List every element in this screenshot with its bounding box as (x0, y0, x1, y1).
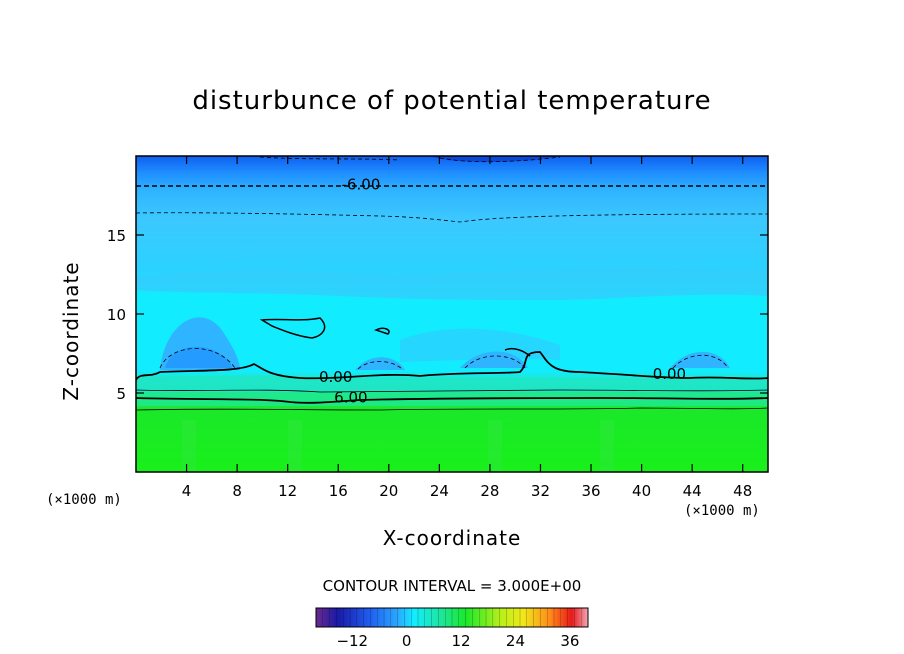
x-tick-label: 20 (379, 482, 398, 500)
y-axis-label: Z-coordinate (59, 261, 83, 401)
x-tick-label: 12 (278, 482, 297, 500)
contour-0-patch-1 (259, 317, 326, 339)
contour-neg3-bubble-2 (357, 361, 403, 370)
x-tick-label: 4 (182, 482, 192, 500)
x-tick-label: 44 (683, 482, 702, 500)
colorbar-tick-label: 36 (560, 632, 579, 650)
contour-neg3-top (136, 212, 768, 223)
contour-label: -6.00 (342, 175, 381, 193)
contour-6 (136, 397, 768, 404)
x-tick-label: 28 (480, 482, 499, 500)
contour-9 (136, 407, 768, 411)
x-tick-label: 32 (531, 482, 550, 500)
y-tick-label: 10 (107, 306, 126, 324)
colorbar-tick-label: 24 (506, 632, 525, 650)
x-tick-label: 36 (581, 482, 600, 500)
contour-neg3-bubble-4 (672, 354, 729, 369)
colorbar-tick-label: −12 (336, 632, 368, 650)
x-unit-label-left: (×1000 m) (46, 492, 122, 508)
contour-0-patch-2 (374, 327, 390, 335)
x-tick-label: 48 (733, 482, 752, 500)
x-tick-label: 40 (632, 482, 651, 500)
colorbar-stripes (322, 608, 582, 627)
y-tick-label: 5 (116, 385, 126, 403)
colorbar-ticks: −12 0 12 24 36 (336, 632, 579, 650)
contour-label: 0.00 (319, 368, 352, 386)
colorbar-tick-label: 12 (452, 632, 471, 650)
contour-label: 0.00 (653, 365, 686, 383)
colorbar-tick-label: 0 (402, 632, 412, 650)
contour-3 (136, 389, 768, 393)
x-axis-label: X-coordinate (382, 526, 522, 550)
contour-0 (136, 351, 768, 381)
x-tick-label: 16 (329, 482, 348, 500)
contour-labels: -6.00 0.00 0.00 6.00 (319, 175, 686, 407)
contour-interval: CONTOUR INTERVAL = 3.000E+00 (322, 577, 582, 595)
y-tick-label: 15 (107, 227, 126, 245)
chart-title: disturbunce of potential temperature (192, 86, 712, 116)
contour-0-patch-3 (504, 347, 531, 357)
contour-label: 6.00 (334, 389, 367, 407)
contour-lines (136, 156, 768, 411)
field-background (136, 156, 768, 472)
x-unit-label-right: (×1000 m) (684, 503, 760, 519)
x-tick-label: 8 (232, 482, 242, 500)
contour-neg3-bubble-1 (159, 348, 236, 369)
contour-top-cell (259, 156, 561, 163)
x-tick-label: 24 (430, 482, 449, 500)
